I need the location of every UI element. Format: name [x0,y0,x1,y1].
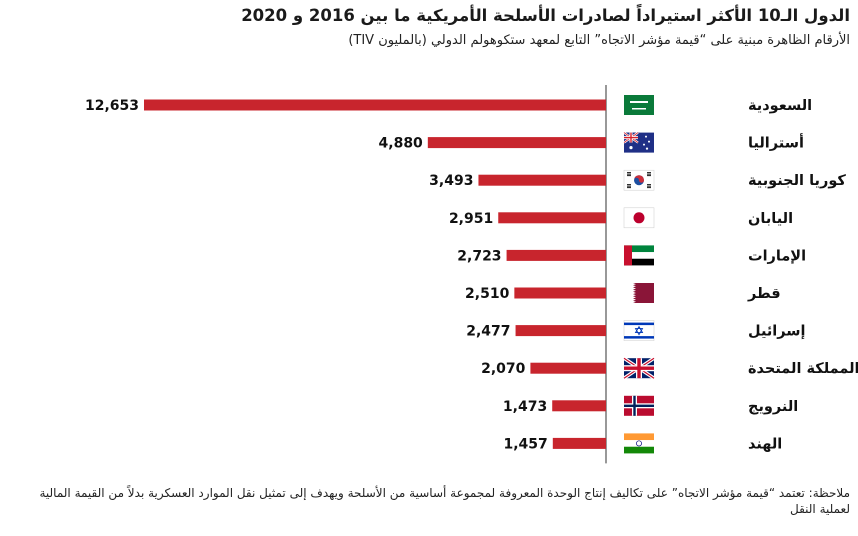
bar [514,287,606,299]
bar [427,137,606,149]
bar [530,362,606,374]
category-label: النرويج [748,399,798,415]
bar [144,99,606,111]
israel-flag-icon [623,320,655,341]
bar [552,400,606,412]
value-label: 1,457 [504,436,548,452]
value-label: 1,473 [503,399,547,415]
value-label: 2,723 [457,248,501,264]
value-label: 4,880 [379,136,424,152]
bar [478,174,606,186]
qatar-flag-icon [624,283,654,303]
saudi-arabia-flag-icon [624,95,654,115]
value-label: 12,653 [85,98,139,114]
bar [506,249,606,261]
uk-flag-icon [623,356,655,380]
category-label: أستراليا [748,134,804,152]
india-flag-icon [624,433,654,454]
australia-flag-icon [623,131,654,153]
japan-flag-icon [623,207,655,229]
category-label: الإمارات [748,248,806,264]
category-label: اليابان [748,211,793,227]
bar-chart: 12,653 السعودية 4,880 أستراليا 3,493 كوريا ال… [85,85,858,464]
category-label: السعودية [748,98,812,114]
value-label: 2,510 [465,286,510,302]
category-label: قطر [747,286,781,302]
bar [515,325,606,337]
chart-subtitle: الأرقام الظاهرة مبنية على “قيمة مؤشر الا… [348,33,850,48]
footnote: ملاحظة: تعتمد “قيمة مؤشر الاتجاه” على تك… [39,486,850,516]
category-label: المملكة المتحدة [748,361,858,377]
category-label: إسرائيل [748,324,806,340]
value-label: 2,477 [466,324,510,340]
bar [498,212,606,224]
value-label: 2,070 [481,361,526,377]
bar [552,437,606,449]
category-label: كوريا الجنوبية [748,173,846,189]
category-label: الهند [748,436,782,452]
value-label: 3,493 [429,173,473,189]
chart-title: الدول الـ10 الأكثر استيراداً لصادرات الأ… [241,6,850,25]
south-korea-flag-icon [623,169,655,191]
uae-flag-icon [624,245,654,266]
value-label: 2,951 [449,211,493,227]
norway-flag-icon [624,395,654,416]
